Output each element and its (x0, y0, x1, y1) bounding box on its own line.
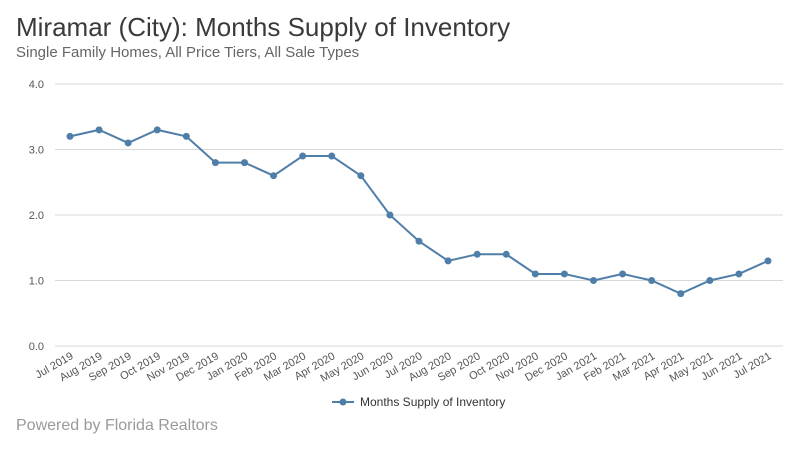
legend-label[interactable]: Months Supply of Inventory (360, 395, 505, 409)
data-point[interactable] (735, 270, 743, 278)
data-point[interactable] (764, 257, 772, 265)
data-point[interactable] (648, 277, 656, 284)
legend[interactable]: Months Supply of Inventory (332, 395, 505, 409)
data-point[interactable] (270, 172, 278, 180)
data-point[interactable] (299, 152, 307, 160)
legend-marker-icon (339, 398, 347, 406)
data-point[interactable] (386, 211, 394, 219)
data-point[interactable] (328, 152, 336, 160)
footer-credit: Powered by Florida Realtors (16, 417, 218, 434)
chart-subtitle: Single Family Homes, All Price Tiers, Al… (16, 44, 360, 61)
data-point[interactable] (531, 270, 539, 278)
data-point[interactable] (473, 250, 481, 258)
data-point[interactable] (444, 257, 452, 265)
data-point[interactable] (357, 172, 365, 180)
data-point[interactable] (95, 126, 103, 134)
data-point[interactable] (619, 270, 627, 278)
data-point[interactable] (415, 237, 423, 245)
y-tick-label: 1.0 (29, 276, 44, 288)
y-tick-label: 4.0 (29, 79, 44, 91)
data-point[interactable] (66, 132, 74, 140)
y-tick-label: 0.0 (29, 341, 44, 353)
series-line (69, 128, 769, 295)
data-point[interactable] (560, 270, 568, 278)
data-point[interactable] (124, 139, 132, 147)
y-tick-label: 2.0 (29, 210, 44, 222)
data-point[interactable] (182, 132, 190, 140)
data-point[interactable] (241, 159, 248, 167)
y-tick-label: 3.0 (29, 145, 44, 157)
grid-layer (55, 83, 783, 347)
data-point[interactable] (677, 290, 685, 298)
data-point[interactable] (590, 277, 597, 284)
data-point[interactable] (153, 126, 161, 134)
y-axis: 0.0 1.0 2.0 3.0 4.0 (29, 79, 44, 353)
data-point[interactable] (211, 159, 219, 167)
chart-title: Miramar (City): Months Supply of Invento… (16, 12, 511, 42)
series-layer (66, 126, 772, 298)
data-point[interactable] (502, 250, 510, 258)
data-point[interactable] (706, 277, 714, 284)
